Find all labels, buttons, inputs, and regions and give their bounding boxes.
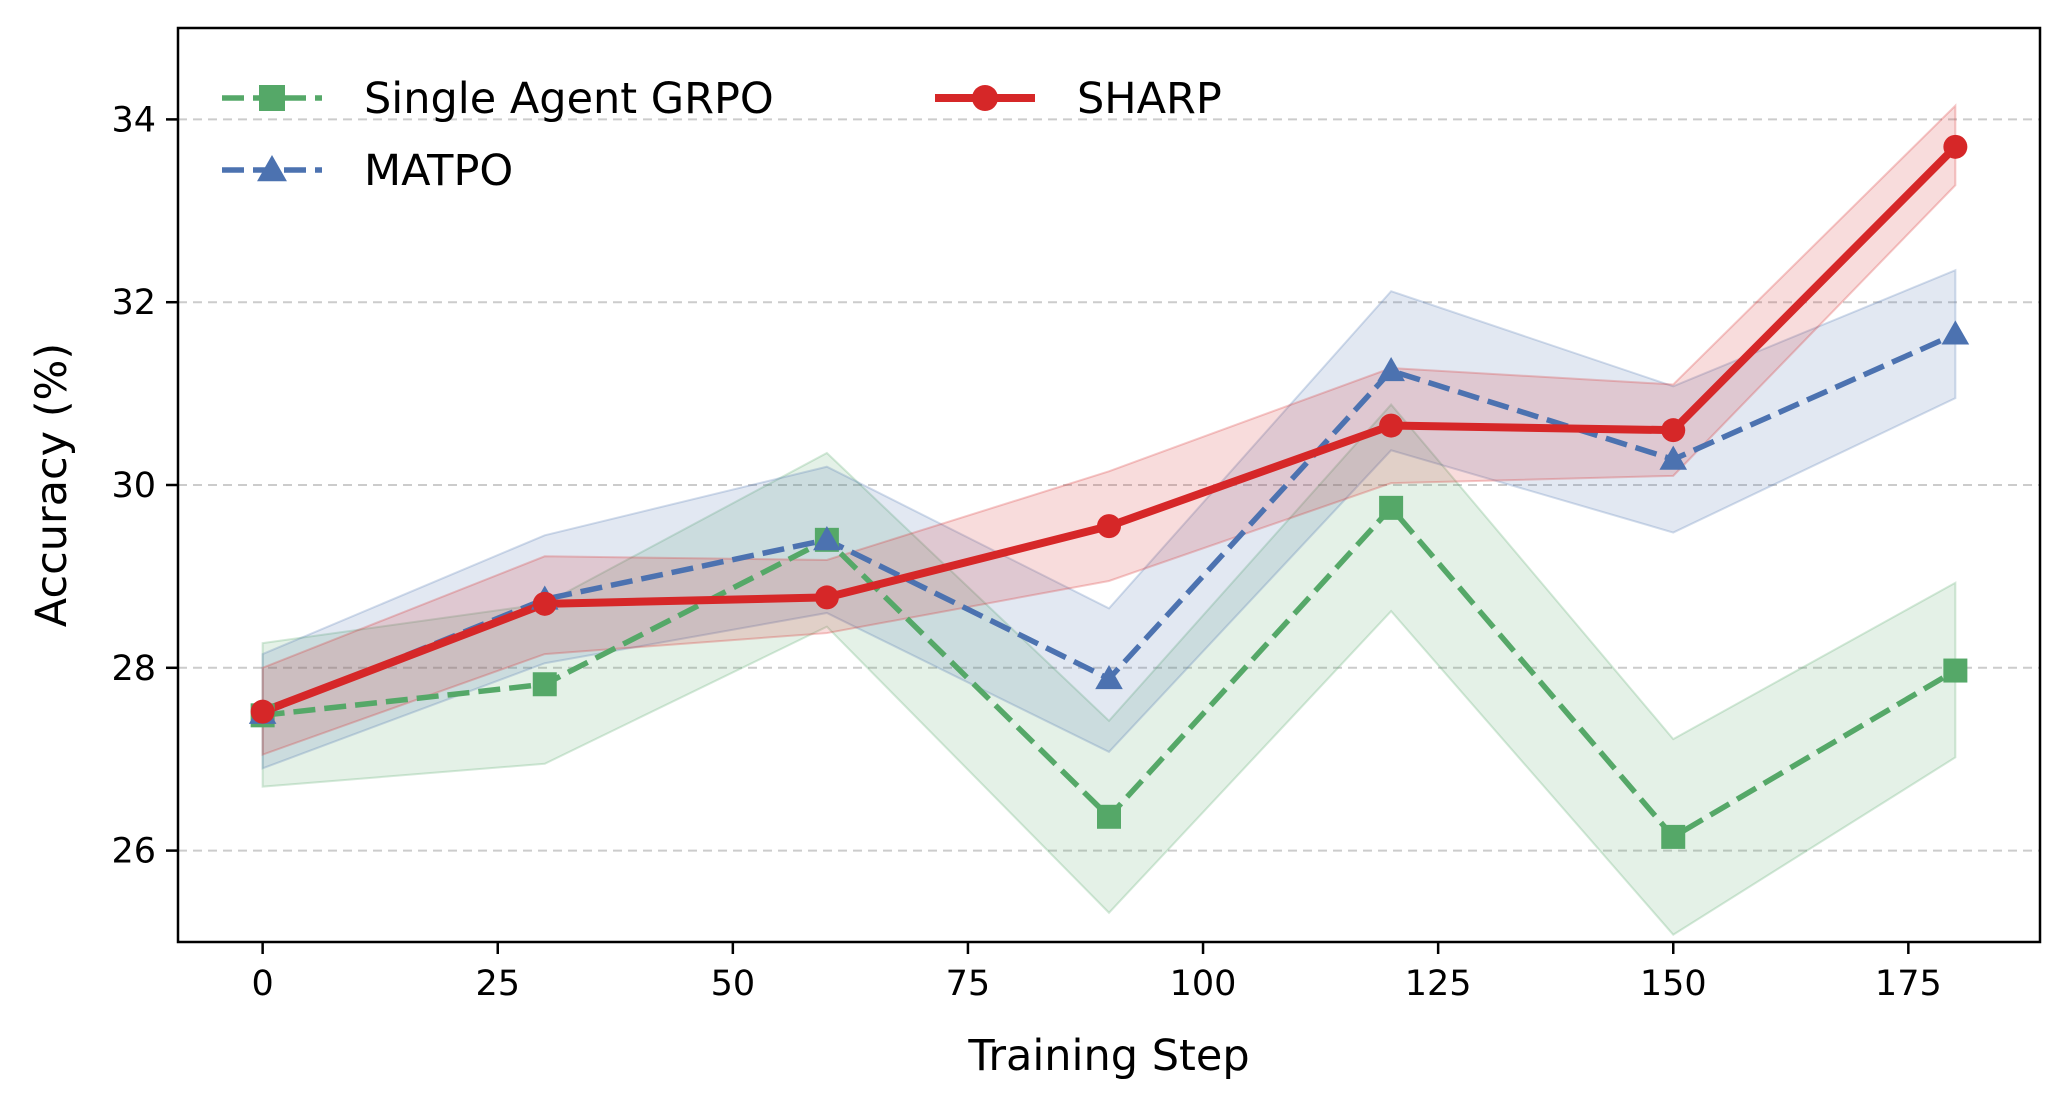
y-tick-label-1: 28 bbox=[111, 649, 156, 689]
point-series-2-5 bbox=[1661, 418, 1686, 443]
x-tick-label-5: 125 bbox=[1405, 964, 1472, 1004]
x-tick-label-0: 0 bbox=[251, 964, 273, 1004]
y-tick-label-4: 34 bbox=[111, 100, 156, 140]
y-tick-label-3: 32 bbox=[111, 283, 156, 323]
point-series-2-2 bbox=[814, 585, 839, 610]
point-series-2-6 bbox=[1943, 134, 1968, 159]
x-tick-label-1: 25 bbox=[475, 964, 520, 1004]
point-series-2-0 bbox=[250, 699, 275, 724]
x-tick-label-3: 75 bbox=[946, 964, 991, 1004]
y-axis-ticks: 26 28 30 32 34 bbox=[111, 100, 178, 872]
x-tick-label-7: 175 bbox=[1875, 964, 1942, 1004]
point-series-0-5 bbox=[1661, 824, 1686, 849]
legend-label-2: SHARP bbox=[1077, 74, 1222, 124]
y-axis-label: Accuracy (%) bbox=[27, 343, 77, 627]
point-series-1-6 bbox=[1941, 320, 1970, 345]
point-series-2-1 bbox=[532, 591, 557, 616]
point-series-1-2 bbox=[813, 526, 841, 551]
band-series-1 bbox=[261, 268, 1957, 770]
legend-marker-2 bbox=[972, 85, 998, 111]
band-series-0 bbox=[261, 403, 1957, 936]
x-tick-label-6: 150 bbox=[1640, 964, 1707, 1004]
legend: Single Agent GRPO MATPO SHARP bbox=[222, 74, 1222, 196]
point-series-0-3 bbox=[1097, 804, 1121, 829]
x-tick-label-4: 100 bbox=[1170, 964, 1237, 1004]
point-series-0-6 bbox=[1943, 658, 1968, 683]
point-series-1-5 bbox=[1659, 445, 1688, 470]
series-markers bbox=[248, 134, 1970, 849]
y-tick-label-2: 30 bbox=[111, 466, 156, 506]
confidence-bands bbox=[261, 103, 1957, 936]
point-series-0-1 bbox=[532, 672, 557, 697]
point-series-1-3 bbox=[1095, 664, 1123, 690]
legend-marker-0 bbox=[259, 85, 285, 111]
point-series-2-4 bbox=[1379, 413, 1404, 438]
band-series-2 bbox=[261, 103, 1957, 757]
point-series-0-4 bbox=[1379, 495, 1404, 520]
legend-marker-1 bbox=[257, 155, 287, 182]
legend-label-0: Single Agent GRPO bbox=[364, 74, 774, 124]
y-tick-label-0: 26 bbox=[111, 832, 156, 872]
legend-label-1: MATPO bbox=[364, 146, 513, 196]
point-series-1-4 bbox=[1377, 356, 1405, 382]
x-tick-label-2: 50 bbox=[711, 964, 756, 1004]
x-axis-label: Training Step bbox=[967, 1031, 1249, 1081]
x-axis-ticks: 0 25 50 75 100 125 150 175 bbox=[251, 942, 1942, 1004]
point-series-2-3 bbox=[1097, 514, 1121, 539]
